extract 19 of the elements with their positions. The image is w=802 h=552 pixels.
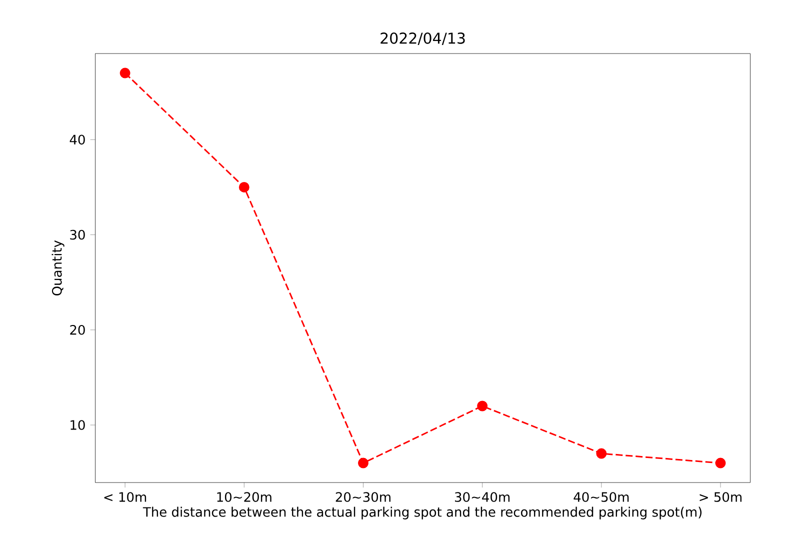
point xyxy=(477,400,488,412)
x-tick-label: 20~30m xyxy=(336,492,390,502)
x-tick-label: 40~50m xyxy=(574,492,629,502)
point xyxy=(596,448,607,459)
point xyxy=(238,182,250,192)
x-tick-label: 30~40m xyxy=(454,492,510,502)
chart-title: 2022/04/13 xyxy=(380,32,465,46)
y-tick-label: 40 xyxy=(70,134,85,145)
point xyxy=(715,458,726,468)
x-axis-title: The distance between the actual parking spot and the recommended parking spot(m) xyxy=(142,506,702,520)
y-tick-label: 10 xyxy=(70,420,85,430)
y-tick-label: 20 xyxy=(70,324,85,335)
x-tick-label: < 10m xyxy=(104,492,146,502)
point xyxy=(120,68,130,78)
x-tick-label: 10~20m xyxy=(217,492,272,502)
x-tick-label: > 50m xyxy=(700,492,742,502)
y-tick-label: 30 xyxy=(70,230,85,240)
point xyxy=(358,458,368,468)
y-axis-title: Quantity xyxy=(52,240,64,296)
